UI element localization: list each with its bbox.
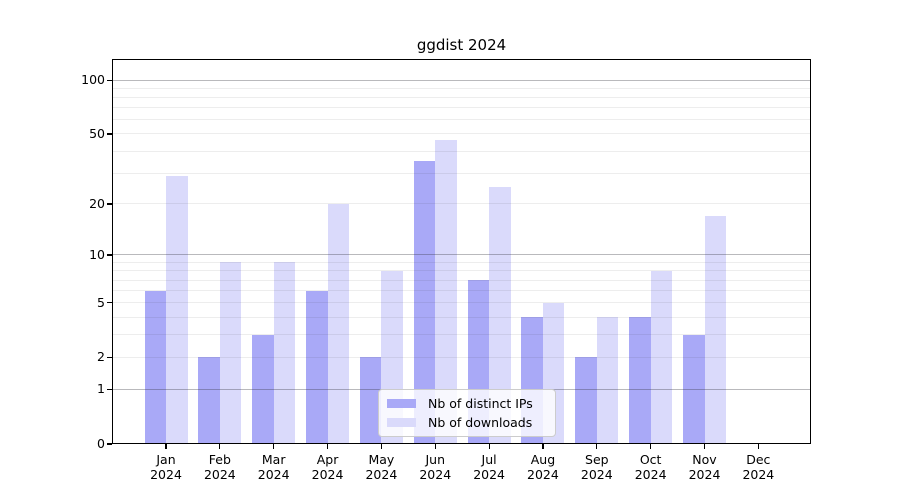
- x-tick-year: 2024: [150, 467, 182, 482]
- x-tick-jul: [488, 444, 490, 449]
- x-tick-jan: [165, 444, 167, 449]
- bar-downloads-feb: [219, 262, 242, 444]
- legend-swatch-downloads-icon: [387, 418, 416, 427]
- legend-label-downloads: Nb of downloads: [428, 415, 533, 430]
- chart-title: ggdist 2024: [416, 36, 507, 54]
- y-tick-50: [107, 133, 112, 135]
- x-tick-year: 2024: [580, 467, 613, 482]
- bar-ips-may: [359, 357, 382, 444]
- y-tick-label-1: 1: [97, 381, 105, 397]
- legend-item-downloads: Nb of downloads: [387, 415, 547, 430]
- x-tick-year: 2024: [257, 467, 290, 482]
- x-tick-nov: [703, 444, 706, 449]
- x-tick-month: Nov: [692, 452, 717, 467]
- legend: Nb of distinct IPs Nb of downloads: [378, 389, 556, 437]
- x-tick-label-jun: Jun 2024: [407, 452, 463, 482]
- x-tick-label-apr: Apr 2024: [300, 452, 356, 482]
- y-tick-0: [107, 443, 112, 445]
- x-tick-label-sep: Sep 2024: [569, 452, 625, 482]
- y-tick-label-2: 2: [97, 349, 105, 365]
- x-tick-year: 2024: [365, 467, 398, 482]
- bar-ips-jun: [413, 161, 436, 444]
- bar-ips-apr: [306, 290, 328, 444]
- x-tick-month: Mar: [261, 452, 286, 467]
- y-tick-100: [107, 79, 112, 81]
- x-tick-year: 2024: [527, 467, 559, 482]
- x-tick-aug: [542, 444, 544, 449]
- x-tick-oct: [650, 444, 652, 449]
- x-tick-month: Jul: [481, 452, 497, 467]
- x-tick-label-jul: Jul 2024: [461, 452, 517, 482]
- y-tick-5: [107, 302, 112, 304]
- x-tick-label-aug: Aug 2024: [515, 452, 571, 482]
- x-tick-label-nov: Nov 2024: [677, 452, 733, 482]
- x-tick-year: 2024: [688, 467, 721, 482]
- y-tick-label-100: 100: [81, 72, 105, 88]
- bar-downloads-mar: [273, 262, 296, 444]
- y-tick-2: [107, 356, 112, 358]
- y-tick-label-10: 10: [89, 246, 105, 262]
- x-tick-sep: [596, 444, 598, 449]
- x-tick-may: [380, 444, 382, 449]
- y-tick-10: [107, 254, 112, 256]
- y-tick-label-0: 0: [97, 436, 105, 451]
- bars-layer: [112, 59, 811, 444]
- x-tick-year: 2024: [203, 467, 236, 482]
- x-tick-dec: [757, 444, 759, 449]
- bar-downloads-oct: [650, 270, 673, 444]
- bar-downloads-apr: [327, 203, 350, 444]
- bar-ips-jan: [144, 290, 166, 444]
- x-tick-month: May: [368, 452, 395, 467]
- y-tick-label-5: 5: [97, 294, 105, 310]
- x-tick-month: Dec: [746, 452, 771, 467]
- y-tick-label-20: 20: [89, 195, 105, 211]
- y-tick-label-50: 50: [89, 125, 105, 141]
- x-tick-month: Feb: [208, 452, 231, 467]
- x-tick-year: 2024: [634, 467, 667, 482]
- x-tick-year: 2024: [742, 467, 775, 482]
- bar-ips-mar: [252, 334, 274, 444]
- legend-item-distinct-ips: Nb of distinct IPs: [387, 396, 547, 411]
- y-tick-20: [107, 203, 112, 205]
- x-tick-label-may: May 2024: [353, 452, 409, 482]
- bar-downloads-jun: [435, 140, 457, 444]
- bar-ips-oct: [629, 317, 651, 444]
- x-tick-year: 2024: [419, 467, 452, 482]
- x-tick-apr: [326, 444, 329, 449]
- bar-downloads-jan: [166, 175, 188, 444]
- bar-ips-sep: [575, 357, 597, 444]
- x-tick-month: Apr: [316, 452, 339, 467]
- x-tick-month: Oct: [639, 452, 662, 467]
- x-tick-label-mar: Mar 2024: [246, 452, 302, 482]
- x-tick-year: 2024: [311, 467, 344, 482]
- x-tick-month: Aug: [530, 452, 556, 467]
- x-tick-label-oct: Oct 2024: [623, 452, 679, 482]
- x-tick-mar: [273, 444, 275, 449]
- legend-swatch-distinct-ips-icon: [387, 399, 416, 408]
- bar-downloads-jul: [489, 187, 511, 444]
- bar-ips-feb: [198, 357, 220, 444]
- x-tick-label-jan: Jan 2024: [138, 452, 194, 482]
- legend-label-distinct-ips: Nb of distinct IPs: [428, 396, 533, 411]
- x-tick-label-feb: Feb 2024: [192, 452, 248, 482]
- bar-downloads-sep: [596, 317, 619, 444]
- plot-area: [112, 59, 811, 444]
- bar-ips-nov: [683, 334, 705, 444]
- x-tick-jun: [434, 444, 436, 449]
- x-tick-month: Jun: [425, 452, 446, 467]
- x-tick-year: 2024: [473, 467, 505, 482]
- x-tick-month: Jan: [156, 452, 176, 467]
- x-tick-month: Sep: [585, 452, 609, 467]
- x-tick-feb: [219, 444, 221, 449]
- y-tick-1: [107, 388, 112, 390]
- bar-downloads-nov: [704, 216, 726, 444]
- x-tick-label-dec: Dec 2024: [730, 452, 786, 482]
